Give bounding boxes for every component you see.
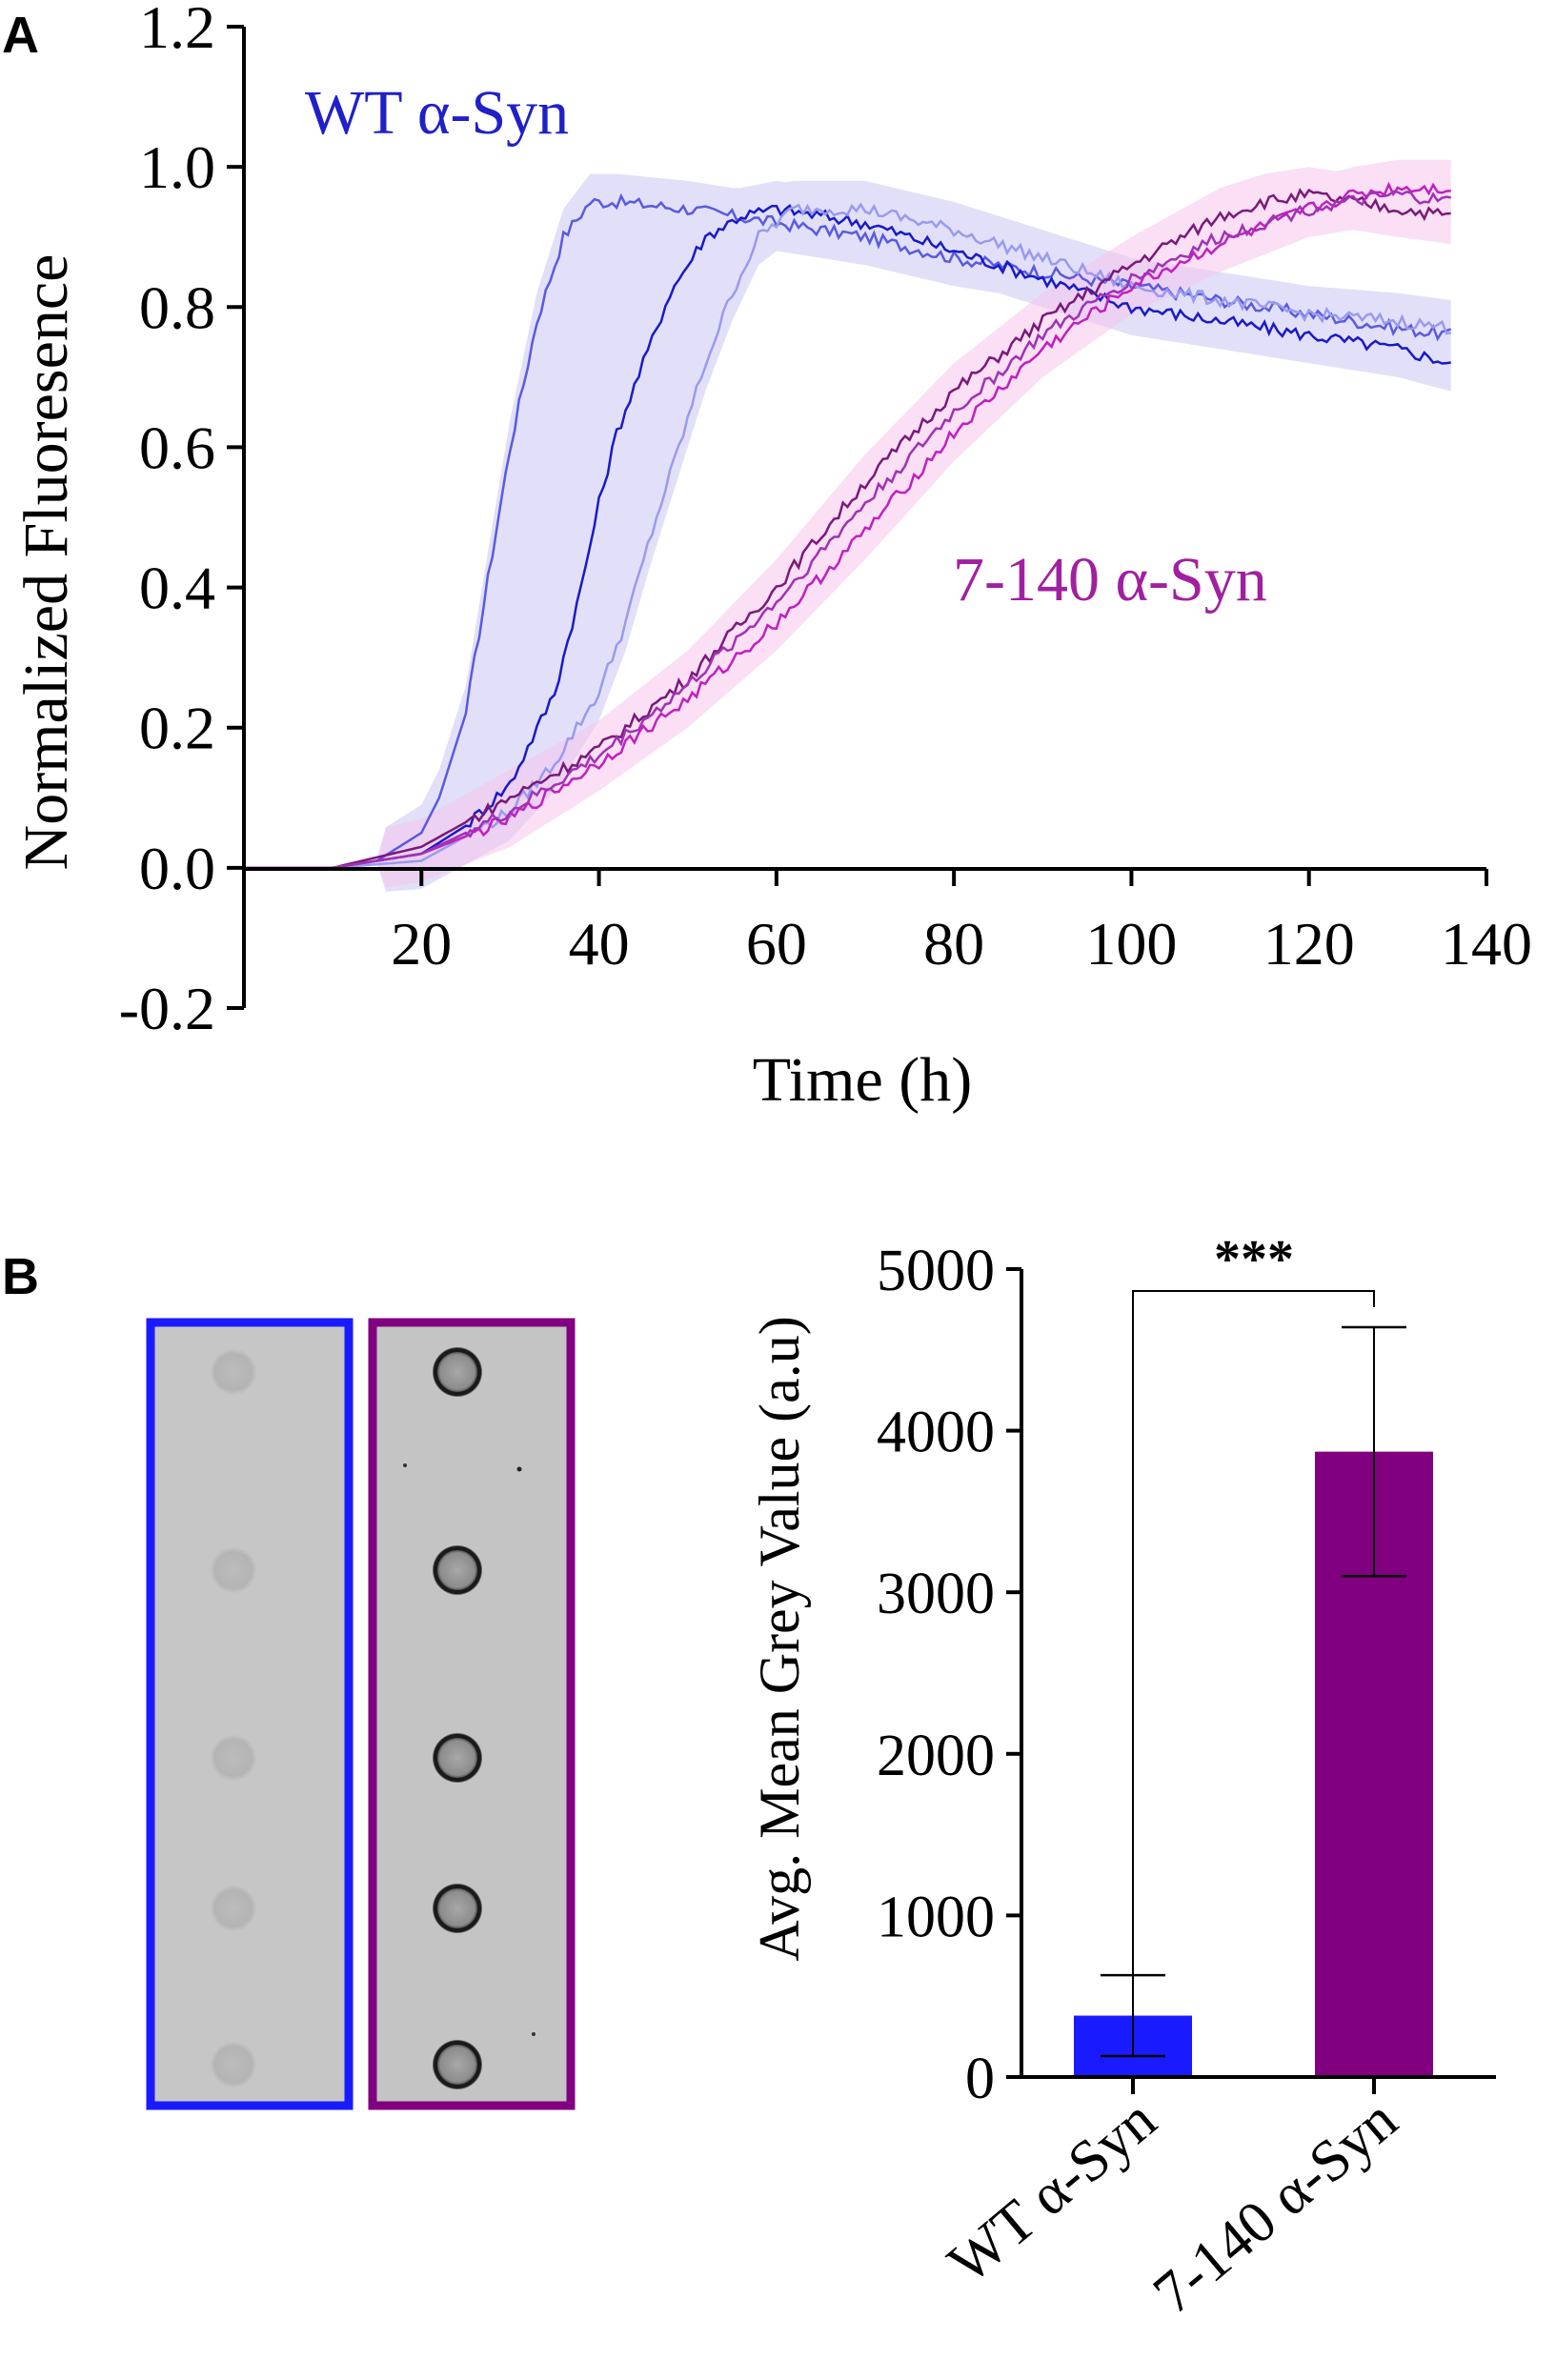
x-ticks: 20 40 60 80 100 120 140 <box>391 869 1532 978</box>
bars <box>1074 1451 1433 2077</box>
truncated-dot <box>433 1545 482 1595</box>
x-tick-label: 100 <box>1085 910 1177 978</box>
x-tick-label: 20 <box>391 910 452 978</box>
x-tick-label: 80 <box>923 910 984 978</box>
y-axis-title: Avg. Mean Grey Value (a.u) <box>748 1316 811 1962</box>
truncated-dot <box>433 2040 482 2089</box>
series-line-3 <box>244 202 1451 870</box>
y-tick-label: 0.0 <box>139 835 215 902</box>
y-tick-label: 0.2 <box>139 695 215 762</box>
x-tick-label: 40 <box>569 910 630 978</box>
y-tick-label: 0.6 <box>139 413 215 481</box>
truncated-dot <box>433 1347 482 1397</box>
membrane-speck <box>516 1466 522 1472</box>
error-bands <box>244 159 1451 892</box>
panel-a-label: A <box>2 7 39 64</box>
category-label: 7-140 α-Syn <box>1142 2088 1409 2327</box>
y-tick-label: 0 <box>965 2047 995 2111</box>
truncated-dot-rim <box>434 1348 481 1396</box>
fluorescence-line-chart: -0.2 0.0 0.2 0.4 0.6 0.8 1.0 1.2 20 40 60 80 100 120… <box>11 0 1532 1115</box>
series-lines <box>244 181 1452 870</box>
series-line-6 <box>244 190 1451 870</box>
truncated-dot-rim <box>434 2041 481 2088</box>
truncated-dot <box>433 1733 482 1783</box>
y-ticks: -0.2 0.0 0.2 0.4 0.6 0.8 1.0 1.2 <box>119 0 244 1042</box>
truncated-blot-frame <box>368 1318 576 2110</box>
wt-dot <box>211 2042 256 2088</box>
membrane-speck <box>532 2032 536 2036</box>
y-tick-label: 0.4 <box>139 555 215 622</box>
x-tick-label: 140 <box>1441 910 1532 978</box>
membrane-speck <box>403 1463 407 1467</box>
wt-dot <box>211 1886 256 1931</box>
truncated-dots <box>433 1347 482 2089</box>
significance-stars: *** <box>1214 1230 1294 1289</box>
y-tick-label: 1.2 <box>139 0 215 61</box>
series-line-5 <box>244 181 1451 870</box>
truncated-dot-rim <box>434 1734 481 1782</box>
y-tick-label: 1000 <box>877 1885 995 1949</box>
wt-blot-frame <box>146 1318 354 2110</box>
truncated-membrane <box>373 1322 571 2106</box>
y-tick-label: -0.2 <box>119 975 215 1042</box>
y-tick-label: 5000 <box>877 1239 995 1303</box>
y-tick-label: 4000 <box>877 1401 995 1465</box>
x-axis-title: Time (h) <box>753 1045 972 1115</box>
y-tick-label: 2000 <box>877 1724 995 1788</box>
x-tick-label: 120 <box>1263 910 1355 978</box>
wt-membrane <box>151 1322 349 2106</box>
wt-annotation: WT α-Syn <box>305 78 569 148</box>
panel-b-label: B <box>2 1248 39 1305</box>
y-axis-title: Normalized Fluoresence <box>11 254 81 871</box>
dot-blot-image <box>146 1318 576 2110</box>
truncated-annotation: 7-140 α-Syn <box>953 545 1267 615</box>
y-ticks: 0 1000 2000 3000 4000 5000 <box>877 1239 1021 2111</box>
x-tick-label: 60 <box>746 910 807 978</box>
wt-dot <box>211 1349 256 1395</box>
wt-dot <box>211 1735 256 1781</box>
significance-bracket <box>1132 1290 1375 2020</box>
y-tick-label: 1.0 <box>139 133 215 201</box>
wt-dot <box>211 1547 256 1593</box>
y-tick-label: 0.8 <box>139 273 215 341</box>
series-line-1 <box>244 192 1452 870</box>
truncated-dot-rim <box>434 1885 481 1932</box>
category-label: WT α-Syn <box>937 2088 1168 2296</box>
truncated-dot-rim <box>434 1546 481 1594</box>
series-line-4 <box>244 188 1451 870</box>
wt-dots <box>211 1349 256 2088</box>
truncated-dot <box>433 1884 482 1933</box>
y-tick-label: 3000 <box>877 1562 995 1626</box>
axes <box>242 27 1486 1008</box>
